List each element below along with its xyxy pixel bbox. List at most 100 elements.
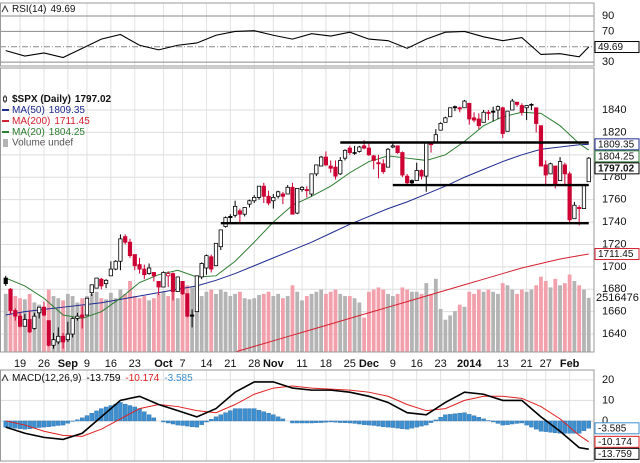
value-tag xyxy=(594,41,640,54)
volume-bar xyxy=(486,289,491,352)
volume-bar xyxy=(257,294,261,352)
histogram-bar xyxy=(557,420,563,434)
histogram-bar xyxy=(199,420,204,425)
histogram-bar xyxy=(180,420,185,426)
candle-body xyxy=(156,281,161,288)
candle-body xyxy=(113,260,118,270)
histogram-bar xyxy=(237,408,243,422)
candle-body xyxy=(572,204,577,220)
candle-body xyxy=(123,236,128,243)
candle-body xyxy=(577,207,582,209)
candle-body xyxy=(51,339,56,346)
candle-body xyxy=(290,186,295,215)
histogram-bar xyxy=(46,420,51,427)
value-tag xyxy=(594,150,640,163)
rsi-plot xyxy=(5,30,590,59)
candle-body xyxy=(471,117,477,121)
y-tick-label: 20 xyxy=(602,374,614,386)
volume-bar xyxy=(194,285,199,352)
histogram-bar xyxy=(41,420,47,428)
candle-body xyxy=(405,175,410,184)
candle-body xyxy=(514,101,520,105)
volume-bar xyxy=(300,300,304,352)
candle-body xyxy=(199,263,204,278)
candle-body xyxy=(276,191,281,197)
candle-body xyxy=(381,163,386,173)
candle-body xyxy=(314,164,319,175)
legend-icon xyxy=(1,4,9,13)
candle-body xyxy=(271,196,276,202)
value-tag xyxy=(594,435,640,448)
histogram-bar xyxy=(581,420,587,432)
candle-body xyxy=(151,272,156,277)
macd-line xyxy=(5,381,589,450)
legend-entry: MA(20) 1804.25 xyxy=(12,127,85,138)
candle-body xyxy=(371,155,376,161)
volume-bar xyxy=(443,319,448,352)
volume-bar xyxy=(529,289,534,352)
macd-plot xyxy=(3,381,591,450)
value-tag xyxy=(594,162,640,175)
candle-body xyxy=(304,189,309,192)
legend-value: -3.585 xyxy=(164,373,193,384)
histogram-bar xyxy=(79,417,85,422)
histogram-bar xyxy=(366,420,372,426)
volume-bar xyxy=(276,293,281,352)
histogram-bar xyxy=(223,412,228,422)
candle-body xyxy=(84,297,90,316)
candle-body xyxy=(309,173,314,195)
volume-bar xyxy=(505,285,510,352)
volume-bar xyxy=(371,289,376,352)
volume-bar xyxy=(137,298,142,352)
histogram-bar xyxy=(447,414,453,422)
volume-bar xyxy=(94,291,99,352)
histogram-bar xyxy=(8,420,13,428)
histogram-bar xyxy=(266,412,271,422)
x-tick-label: 19 xyxy=(14,358,26,370)
volume-bar xyxy=(113,298,118,352)
histogram-bar xyxy=(490,420,496,423)
volume-bar xyxy=(266,291,271,352)
volume-bar xyxy=(204,291,209,352)
volume-bar xyxy=(462,306,467,352)
volume-bar xyxy=(467,291,472,352)
volume-bar xyxy=(151,298,156,352)
volume-bar xyxy=(510,289,515,352)
histogram-bar xyxy=(352,420,357,424)
x-tick-label: 11 xyxy=(296,358,307,370)
volume-bar xyxy=(285,296,290,352)
legend-value: 1804.25 xyxy=(49,127,86,138)
rsi-frame xyxy=(0,2,595,67)
x-tick-label: Dec xyxy=(359,358,379,370)
volume-bar xyxy=(214,293,218,352)
candle-body xyxy=(209,256,214,270)
x-tick-label: 28 xyxy=(248,358,260,370)
x-tick-label: Nov xyxy=(263,358,285,370)
candle-body xyxy=(486,111,491,114)
candle-body xyxy=(553,165,558,185)
candle-body xyxy=(75,315,80,319)
y-tick-label: 1640 xyxy=(602,328,626,340)
candle-body xyxy=(89,284,94,294)
candle-body xyxy=(409,180,415,184)
candle-body xyxy=(252,196,257,202)
volume-bar xyxy=(166,296,171,352)
histogram-bar xyxy=(309,420,314,424)
candle-body xyxy=(27,319,32,333)
volume-bar xyxy=(324,293,328,352)
histogram-bar xyxy=(13,420,18,429)
candle-body xyxy=(80,314,85,318)
histogram-bar xyxy=(17,420,23,429)
candle-body xyxy=(142,268,147,276)
volume-bar xyxy=(429,293,433,352)
candle-body xyxy=(237,210,242,215)
candle-body xyxy=(543,164,548,176)
candle-body xyxy=(338,160,343,175)
volume-bar xyxy=(343,296,347,352)
volume-bar xyxy=(147,300,151,352)
histogram-bar xyxy=(318,420,324,423)
volume-bar xyxy=(237,291,242,352)
candle-body xyxy=(428,143,434,146)
candle-body xyxy=(448,107,453,118)
histogram-bar xyxy=(209,419,214,422)
